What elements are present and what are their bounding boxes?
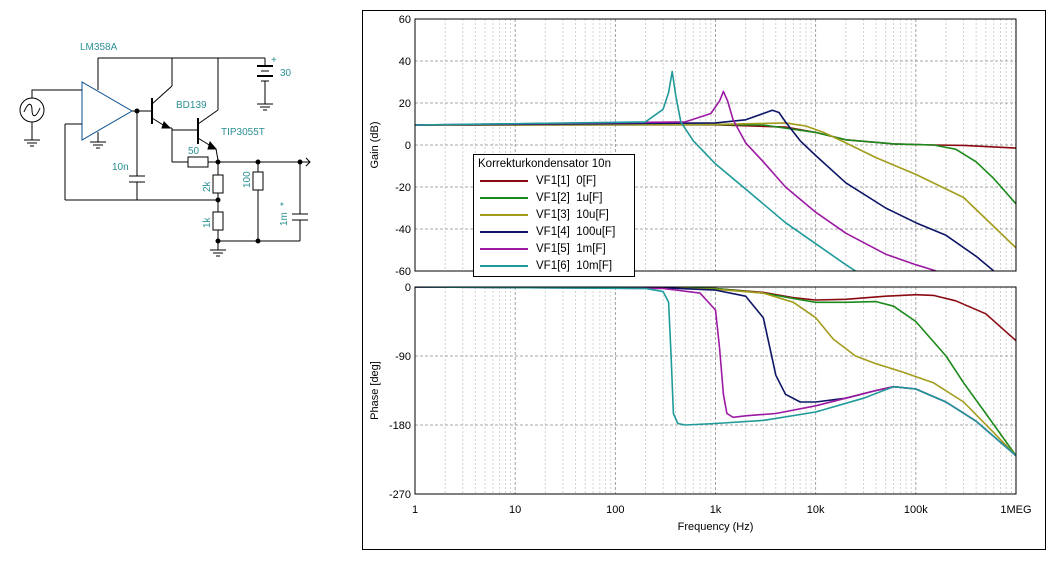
y-tick-label: 40 — [399, 56, 411, 68]
gain-plot: 60 40 20 0 -20 -40 -60 Gain (dB) — [369, 14, 1017, 278]
legend-swatch — [480, 230, 528, 233]
r-load-label: 100 — [242, 171, 253, 188]
y-tick-label: -20 — [395, 182, 411, 194]
series-line — [415, 70, 856, 271]
x-tick-label: 1MEG — [1000, 504, 1031, 516]
emitter-resistor-label: 50 — [188, 146, 200, 157]
y-axis-label: Phase [deg] — [369, 361, 381, 420]
r-bottom-label: 1k — [202, 216, 213, 228]
y-tick-label: -60 — [395, 266, 411, 278]
legend-swatch — [480, 264, 528, 267]
circuit-schematic: LM358A BD139 TIP3055T 30 + 10n 50 2k 1k … — [19, 42, 311, 257]
legend-entry: VF1[4] 100u[F] — [474, 223, 634, 240]
legend: Korrekturkondensator 10n VF1[1] 0[F] VF1[… — [473, 154, 635, 277]
x-tick-label: 1 — [412, 504, 418, 516]
y-tick-label: 20 — [399, 98, 411, 110]
legend-swatch — [480, 196, 528, 199]
opamp-label: LM358A — [80, 42, 118, 53]
legend-entry: VF1[5] 1m[F] — [474, 240, 634, 257]
series-line — [415, 287, 1016, 457]
c-load-label: 1m — [279, 212, 290, 226]
plot-border — [414, 286, 1017, 495]
c-load-mark: * — [279, 202, 290, 206]
legend-title: Korrekturkondensator 10n — [478, 158, 611, 170]
q2-label: TIP3055T — [221, 127, 265, 138]
x-tick-label: 10 — [509, 504, 521, 516]
x-tick-label: 100 — [606, 504, 624, 516]
supply-voltage-label: 30 — [280, 68, 292, 79]
y-tick-label: 60 — [399, 14, 411, 26]
x-axis-label: Frequency (Hz) — [678, 521, 754, 533]
y-axis-label: Gain (dB) — [369, 121, 381, 168]
series-line — [415, 109, 995, 271]
x-tick-label: 10k — [807, 504, 825, 516]
legend-entry: VF1[3] 10u[F] — [474, 206, 634, 223]
legend-entry: VF1[1] 0[F] — [474, 172, 634, 189]
series-line — [415, 122, 1016, 249]
x-tick-label: 1k — [710, 504, 722, 516]
series-line — [415, 123, 1016, 205]
legend-swatch — [480, 179, 528, 182]
legend-swatch — [480, 213, 528, 216]
series-line — [415, 287, 1016, 457]
legend-label: VF1[6] 10m[F] — [536, 259, 613, 272]
r-top-label: 2k — [202, 180, 213, 192]
x-tick-label: 100k — [904, 504, 928, 516]
comp-cap-label: 10n — [112, 162, 129, 173]
legend-label: VF1[5] 1m[F] — [536, 242, 606, 255]
y-tick-label: -270 — [389, 489, 411, 501]
q1-label: BD139 — [176, 100, 207, 111]
phase-plot: 1 10 100 1k 10k 100k 1MEG 0 -90 -180 -270 Phase [de… — [369, 282, 1032, 533]
bode-plots: 60 40 20 0 -20 -40 -60 Gain (dB) 1 10 100 1k 10k 100k… — [369, 14, 1032, 533]
legend-label: VF1[2] 1u[F] — [536, 191, 603, 204]
y-tick-label: -180 — [389, 420, 411, 432]
series-line — [415, 90, 937, 271]
legend-swatch — [480, 247, 528, 250]
legend-entry: VF1[2] 1u[F] — [474, 189, 634, 206]
opamp-symbol — [81, 81, 133, 141]
y-tick-label: -40 — [395, 224, 411, 236]
bode-plot-window: 60 40 20 0 -20 -40 -60 Gain (dB) 1 10 100 1k 10k 100k… — [362, 10, 1046, 550]
legend-label: VF1[1] 0[F] — [536, 174, 597, 187]
plot-border — [414, 18, 1017, 272]
legend-label: VF1[3] 10u[F] — [536, 208, 609, 221]
y-tick-label: 0 — [405, 282, 411, 294]
legend-label: VF1[4] 100u[F] — [536, 225, 616, 238]
supply-plus-label: + — [271, 55, 277, 66]
legend-entry: VF1[6] 10m[F] — [474, 257, 634, 274]
y-tick-label: 0 — [405, 140, 411, 152]
y-tick-label: -90 — [395, 351, 411, 363]
